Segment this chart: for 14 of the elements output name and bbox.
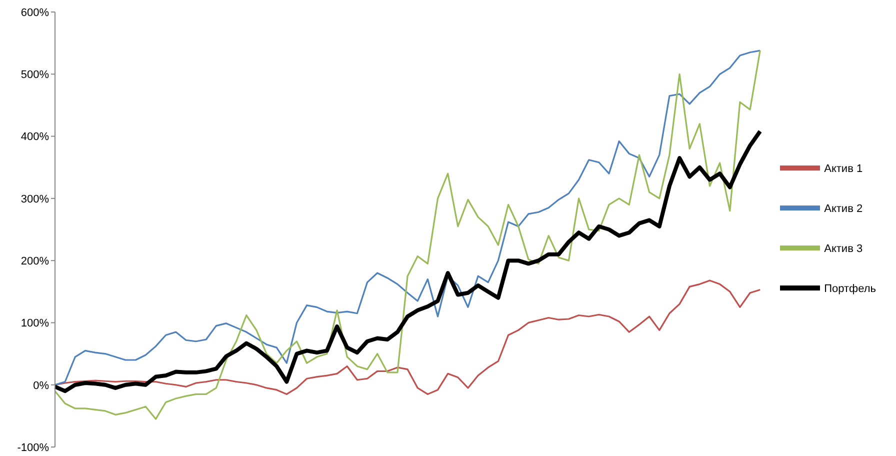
y-tick-label: 0% <box>33 380 50 392</box>
y-tick-label: 300% <box>20 193 50 206</box>
legend-label: Портфель <box>824 283 876 296</box>
legend-label: Актив 3 <box>824 243 863 256</box>
y-tick-label: 100% <box>20 318 50 330</box>
y-tick-label: -100% <box>17 442 50 454</box>
y-tick-label: 600% <box>20 6 50 19</box>
line-series <box>53 129 762 394</box>
y-tick-label: 400% <box>20 131 50 144</box>
legend-label: Актив 1 <box>824 163 863 176</box>
y-tick-label: 500% <box>20 69 50 82</box>
legend-label: Актив 2 <box>824 203 863 216</box>
line-series <box>54 280 761 395</box>
y-tick-label: 200% <box>20 255 50 268</box>
